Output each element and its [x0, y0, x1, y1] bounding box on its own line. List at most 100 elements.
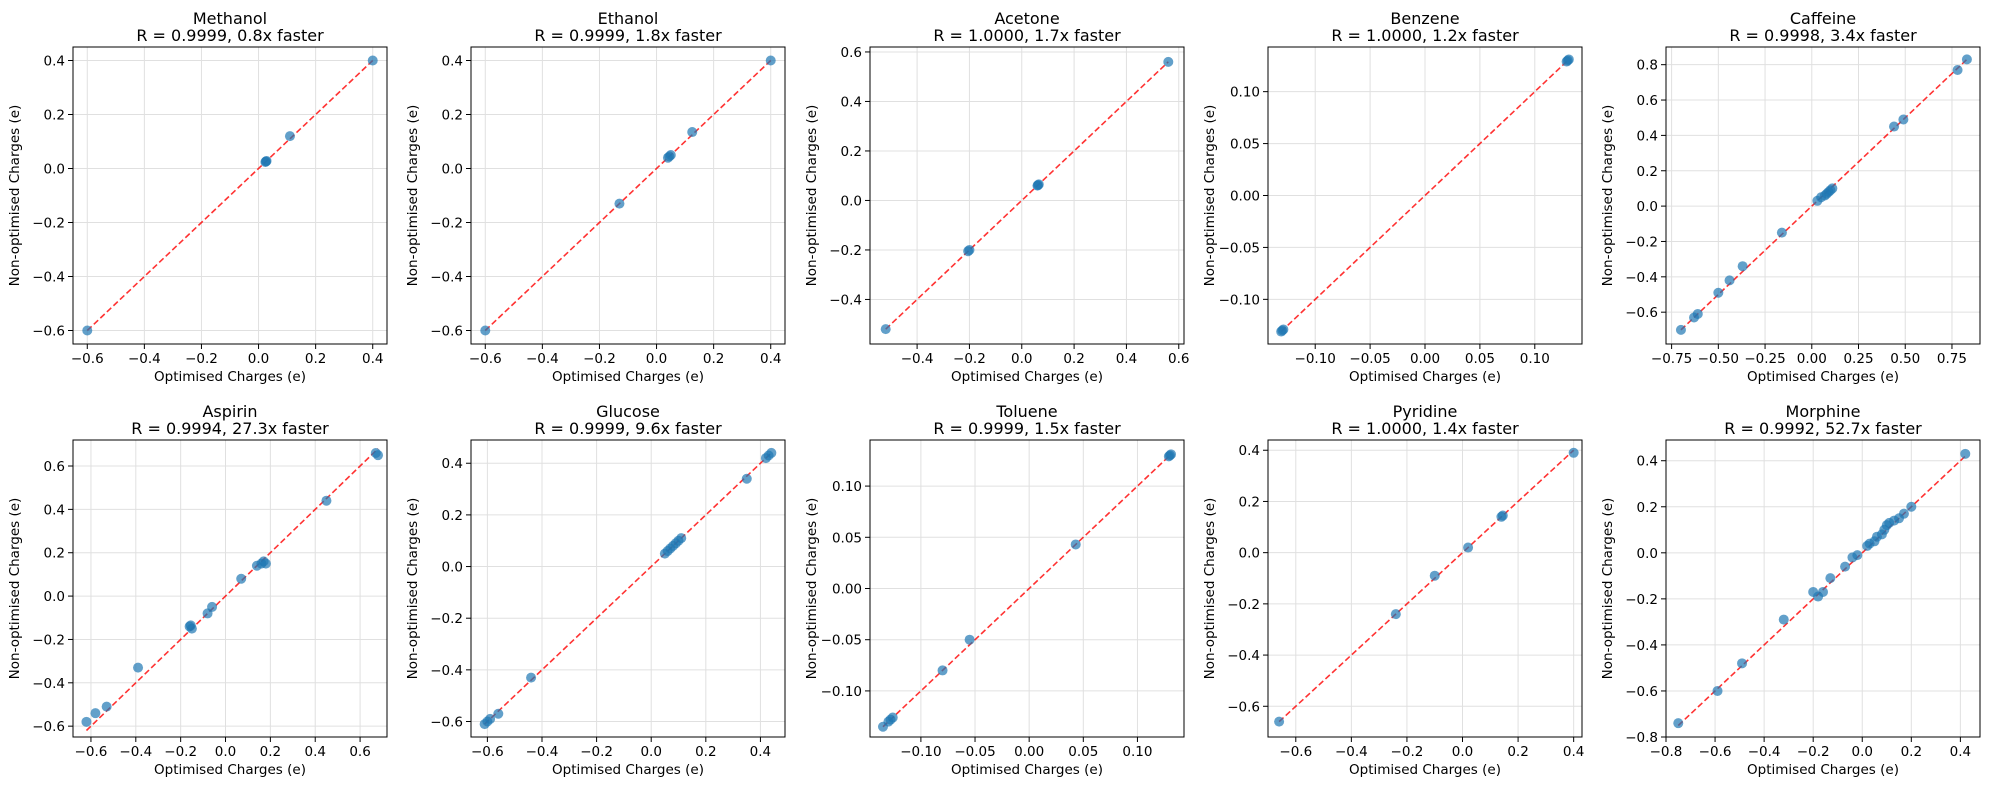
x-tick-label: −0.05 — [1349, 351, 1390, 367]
data-point — [284, 131, 295, 142]
y-axis-label: Non-optimised Charges (e) — [804, 105, 820, 287]
y-tick-label: −0.4 — [1227, 648, 1260, 664]
y-tick-label: 0.0 — [44, 589, 65, 605]
y-tick-label: 0.0 — [44, 162, 65, 178]
y-tick-label: 0.05 — [1230, 137, 1260, 153]
y-tick-label: 0.0 — [442, 560, 463, 576]
y-tick-label: 0.2 — [442, 108, 463, 124]
y-tick-label: 0.00 — [832, 582, 862, 598]
x-tick-label: −0.05 — [954, 744, 995, 760]
data-point — [81, 716, 92, 727]
y-tick-label: 0.4 — [841, 94, 862, 110]
data-point — [1429, 570, 1440, 581]
x-tick-label: 0.4 — [304, 744, 325, 760]
y-tick-label: −0.8 — [1625, 730, 1658, 746]
y-tick-label: −0.6 — [1625, 305, 1658, 321]
subplot-morphine: −0.8 −0.6 −0.4 −0.2 0.0 0.2 0.4 −0.8 −0.6 −0.4 −0.… — [1600, 402, 1981, 778]
x-tick-label: −0.8 — [1650, 744, 1683, 760]
data-point — [614, 198, 625, 209]
identity-line — [885, 61, 1169, 330]
data-point — [1390, 609, 1401, 620]
subplot-title: Pyridine — [1393, 402, 1458, 421]
y-tick-label: 0.4 — [1637, 128, 1658, 144]
x-tick-label: 0.4 — [750, 744, 771, 760]
x-axis-label: Optimised Charges (e) — [1349, 369, 1501, 385]
data-point — [964, 634, 975, 645]
data-point — [1827, 183, 1838, 194]
x-tick-label: 0.2 — [1507, 744, 1528, 760]
y-tick-label: 0.4 — [44, 54, 65, 70]
data-point — [1675, 324, 1686, 335]
data-point — [82, 325, 93, 336]
x-axis-label: Optimised Charges (e) — [552, 762, 704, 778]
axes-frame — [470, 439, 786, 738]
y-tick-label: 0.0 — [1239, 546, 1260, 562]
subplot-title: Acetone — [994, 9, 1059, 28]
data-point — [1906, 501, 1917, 512]
subplot-subtitle: R = 0.9998, 3.4x faster — [1729, 26, 1917, 45]
subplot-title: Methanol — [193, 9, 267, 28]
y-tick-label: 0.10 — [832, 479, 862, 495]
identity-line — [484, 452, 772, 725]
x-axis-label: Optimised Charges (e) — [154, 762, 306, 778]
y-tick-label: 0.2 — [1637, 500, 1658, 516]
data-point — [236, 573, 247, 584]
x-tick-label: 0.2 — [703, 351, 724, 367]
x-tick-label: 0.6 — [1168, 351, 1189, 367]
data-point — [1889, 121, 1900, 132]
x-tick-label: 0.4 — [760, 351, 781, 367]
y-tick-label: 0.0 — [841, 193, 862, 209]
x-tick-label: −0.4 — [526, 744, 559, 760]
subplot-aspirin: −0.6 −0.4 −0.2 0.0 0.2 0.4 0.6 −0.6 −0.4 −0.2 0.0 0… — [7, 402, 388, 778]
data-point — [1852, 550, 1863, 561]
x-tick-label: 0.0 — [1852, 744, 1873, 760]
data-point — [186, 623, 197, 634]
y-tick-label: 0.8 — [1637, 58, 1658, 74]
x-tick-label: 0.0 — [248, 351, 269, 367]
data-point — [765, 55, 776, 66]
subplot-subtitle: R = 0.9999, 9.6x faster — [534, 419, 722, 438]
data-point — [480, 325, 491, 336]
y-tick-label: 0.2 — [44, 108, 65, 124]
identity-line — [1677, 455, 1966, 727]
x-tick-label: 0.0 — [640, 744, 661, 760]
x-tick-label: 0.75 — [1937, 351, 1967, 367]
y-tick-label: −0.6 — [430, 324, 463, 340]
y-tick-label: 0.0 — [1637, 546, 1658, 562]
axes-frame — [1665, 439, 1981, 738]
y-tick-label: 0.4 — [1239, 443, 1260, 459]
y-tick-label: −0.2 — [1625, 234, 1658, 250]
data-point — [493, 708, 504, 719]
subplot-subtitle: R = 0.9999, 1.5x faster — [933, 419, 1121, 438]
data-point — [101, 701, 112, 712]
identity-line — [882, 453, 1172, 728]
data-point — [1712, 685, 1723, 696]
y-tick-label: 0.00 — [1230, 189, 1260, 205]
y-tick-label: −0.2 — [430, 216, 463, 232]
data-point — [1276, 326, 1287, 337]
subplot-glucose: −0.6 −0.4 −0.2 0.0 0.2 0.4 −0.6 −0.4 −0.2 0.0 0.2 0… — [405, 402, 786, 778]
subplot-subtitle: R = 1.0000, 1.4x faster — [1331, 419, 1519, 438]
axes-frame — [1267, 439, 1583, 738]
x-tick-label: −0.6 — [1279, 744, 1312, 760]
data-point — [133, 662, 144, 673]
data-point — [1898, 508, 1909, 519]
data-point — [766, 447, 777, 458]
axes-frame — [72, 46, 388, 345]
y-axis-label: Non-optimised Charges (e) — [405, 105, 421, 287]
data-point — [260, 156, 271, 167]
identity-line — [484, 59, 772, 332]
x-tick-label: −0.2 — [583, 351, 616, 367]
data-point — [665, 150, 676, 160]
y-axis-label: Non-optimised Charges (e) — [1202, 105, 1218, 287]
x-axis-label: Optimised Charges (e) — [1747, 369, 1899, 385]
x-tick-label: 0.4 — [1116, 351, 1137, 367]
x-tick-label: 0.0 — [646, 351, 667, 367]
axes-frame — [470, 46, 786, 345]
subplot-title: Toluene — [995, 402, 1057, 421]
axes-frame — [869, 46, 1185, 345]
x-tick-label: −0.10 — [900, 744, 941, 760]
y-tick-label: −0.4 — [430, 270, 463, 286]
y-tick-label: −0.4 — [829, 292, 862, 308]
y-axis-label: Non-optimised Charges (e) — [1202, 498, 1218, 680]
